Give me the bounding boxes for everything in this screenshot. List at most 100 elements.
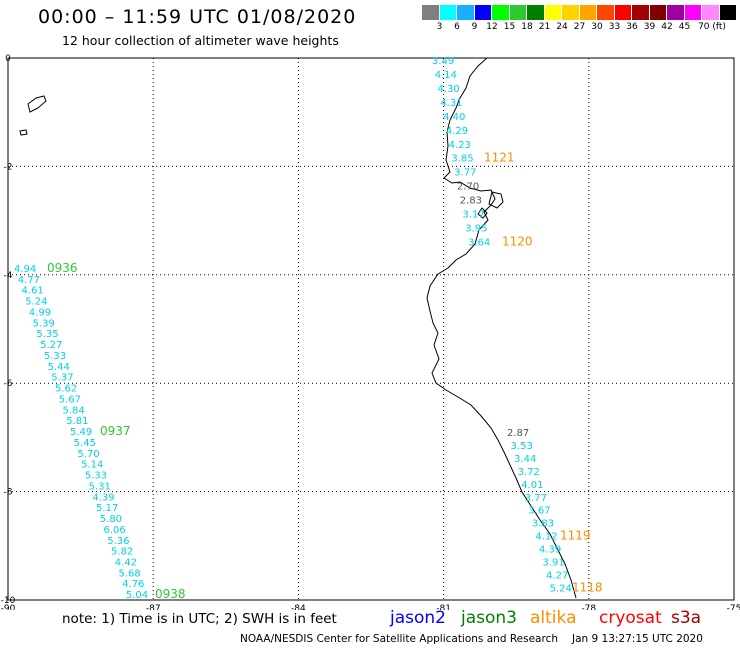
lon-tick-label: -90 [1, 604, 16, 610]
lon-tick-label: -84 [291, 604, 306, 610]
legend-swatch [719, 5, 737, 20]
wave-height-value: 5.82 [111, 547, 133, 558]
wave-height-value: 4.94 [14, 264, 36, 275]
lat-tick-label: -2 [4, 162, 13, 172]
footer: NOAA/NESDIS Center for Satellite Applica… [240, 633, 703, 645]
lon-tick-label: -75 [727, 604, 740, 610]
pass-time-label: 1120 [502, 234, 533, 248]
lat-tick-label: -10 [1, 596, 16, 606]
legend-tick-label: 33 [608, 22, 621, 32]
legend-swatch [684, 5, 702, 20]
legend-tick-label: 70 (ft) [698, 22, 726, 32]
legend-ticks: 3 6 9 12 15 18 21 24 27 30 33 36 39 42 45 70 (ft) [422, 20, 740, 34]
legend-swatch [649, 5, 667, 20]
altimeter-tracks: 4.944.774.615.244.995.395.355.275.335.44… [14, 56, 603, 601]
lat-tick-label: -6 [4, 379, 13, 389]
satellite-name-jason3: jason3 [461, 608, 517, 628]
credit-text: NOAA/NESDIS Center for Satellite Applica… [240, 633, 558, 645]
wave-height-value: 4.23 [449, 140, 471, 151]
generated-timestamp: Jan 9 13:27:15 UTC 2020 [572, 633, 703, 645]
wave-height-value: 4.40 [443, 112, 465, 123]
lon-tick-label: -78 [581, 604, 596, 610]
wave-height-value: 2.83 [460, 196, 482, 207]
lon-tick-label: -87 [146, 604, 161, 610]
wave-height-value: 3.44 [514, 454, 536, 465]
wave-height-value: 4.99 [29, 307, 51, 318]
wave-height-value: 3.77 [525, 493, 547, 504]
wave-height-value: 5.44 [48, 362, 70, 373]
wave-height-value: 3.67 [528, 506, 550, 517]
legend-tick-label: 45 [678, 22, 691, 32]
pass-time-label: 1118 [572, 580, 603, 594]
wave-height-value: 3.64 [468, 237, 490, 248]
legend-swatch [597, 5, 615, 20]
wave-height-value: 5.33 [44, 351, 66, 362]
lon-tick-label: -81 [436, 604, 451, 610]
legend-swatch [667, 5, 685, 20]
wave-height-value: 3.53 [511, 441, 533, 452]
legend-swatch [474, 5, 492, 20]
wave-height-value: 4.30 [438, 84, 460, 95]
legend-tick-label: 27 [573, 22, 586, 32]
wave-height-value: 5.27 [40, 340, 62, 351]
wave-height-value: 3.17 [462, 210, 484, 221]
wave-height-value: 4.01 [521, 480, 543, 491]
legend-tick-label: 3 [436, 22, 443, 32]
legend-tick-label: 12 [486, 22, 498, 32]
wave-height-value: 4.29 [446, 126, 468, 137]
wave-height-value: 5.67 [59, 394, 81, 405]
wave-height-value: 5.33 [85, 471, 107, 482]
wave-height-value: 5.68 [118, 568, 140, 579]
lat-tick-label: -4 [4, 271, 13, 281]
wave-height-map: -90 -87 -84 -81 -78 -750-2-4-6-8-10 4.944.774… [1, 54, 740, 610]
lat-tick-label: -8 [4, 488, 13, 498]
legend-swatch [562, 5, 580, 20]
wave-height-value: 5.84 [62, 405, 84, 416]
legend-swatch [702, 5, 720, 20]
wave-height-value: 3.95 [465, 224, 487, 235]
wave-height-value: 5.70 [77, 449, 99, 460]
wave-height-value: 4.77 [18, 275, 40, 286]
wave-height-value: 4.27 [546, 570, 568, 581]
wave-height-value: 3.83 [532, 519, 554, 530]
gulf-islands [477, 191, 504, 219]
page-title: 00:00 – 11:59 UTC 01/08/2020 [38, 6, 357, 28]
wave-height-value: 3.91 [543, 558, 565, 569]
wave-height-value: 4.39 [92, 492, 114, 503]
page-subtitle: 12 hour collection of altimeter wave hei… [62, 33, 339, 48]
legend-tick-label: 42 [661, 22, 673, 32]
legend-tick-label: 18 [521, 22, 533, 32]
wave-height-value: 2.87 [507, 428, 529, 439]
galapagos-island [27, 95, 47, 113]
legend-tick-label: 30 [591, 22, 603, 32]
coastline [19, 57, 577, 599]
satellite-name-cryosat: cryosat [599, 608, 662, 628]
legend-swatches [422, 5, 740, 20]
wave-height-value: 2.70 [457, 182, 479, 193]
legend-tick-label: 21 [538, 22, 551, 32]
wave-height-value: 3.85 [451, 154, 473, 165]
satellite-name-s3a: s3a [671, 608, 702, 628]
wave-height-value: 5.39 [33, 318, 55, 329]
wave-height-value: 5.80 [100, 514, 122, 525]
color-legend: 3 6 9 12 15 18 21 24 27 30 33 36 39 42 45 70 (ft) [422, 5, 740, 39]
wave-height-value: 5.31 [89, 481, 111, 492]
legend-tick-label: 15 [503, 22, 516, 32]
legend-swatch [422, 5, 440, 20]
wave-height-value: 4.31 [440, 98, 462, 109]
footnote: note: 1) Time is in UTC; 2) SWH is in fe… [62, 611, 337, 627]
wave-height-value: 5.81 [66, 416, 88, 427]
legend-swatch [632, 5, 650, 20]
pass-time-label: 0938 [155, 587, 186, 601]
wave-height-value: 5.17 [96, 503, 118, 514]
wave-height-value: 5.62 [55, 384, 77, 395]
pass-time-label: 0936 [47, 261, 78, 275]
wave-height-value: 5.24 [550, 583, 572, 594]
legend-tick-label: 9 [471, 22, 478, 32]
legend-swatch [492, 5, 510, 20]
pass-time-label: 1121 [484, 151, 515, 165]
satellite-name-altika: altika [530, 608, 577, 628]
galapagos-islet [19, 129, 28, 136]
wave-height-value: 5.36 [107, 536, 129, 547]
wave-height-value: 4.39 [539, 545, 561, 556]
